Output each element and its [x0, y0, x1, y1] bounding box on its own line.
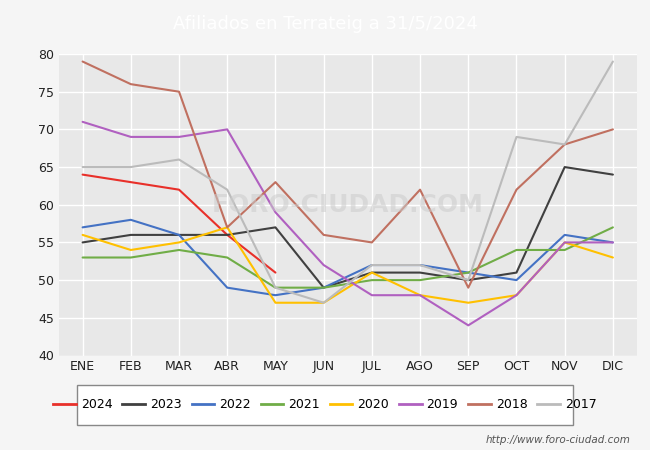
Text: FORO-CIUDAD.COM: FORO-CIUDAD.COM [212, 193, 484, 217]
FancyBboxPatch shape [77, 385, 573, 425]
Text: Afiliados en Terrateig a 31/5/2024: Afiliados en Terrateig a 31/5/2024 [172, 14, 478, 33]
Text: http://www.foro-ciudad.com: http://www.foro-ciudad.com [486, 435, 630, 445]
Legend: 2024, 2023, 2022, 2021, 2020, 2019, 2018, 2017: 2024, 2023, 2022, 2021, 2020, 2019, 2018… [48, 393, 602, 417]
